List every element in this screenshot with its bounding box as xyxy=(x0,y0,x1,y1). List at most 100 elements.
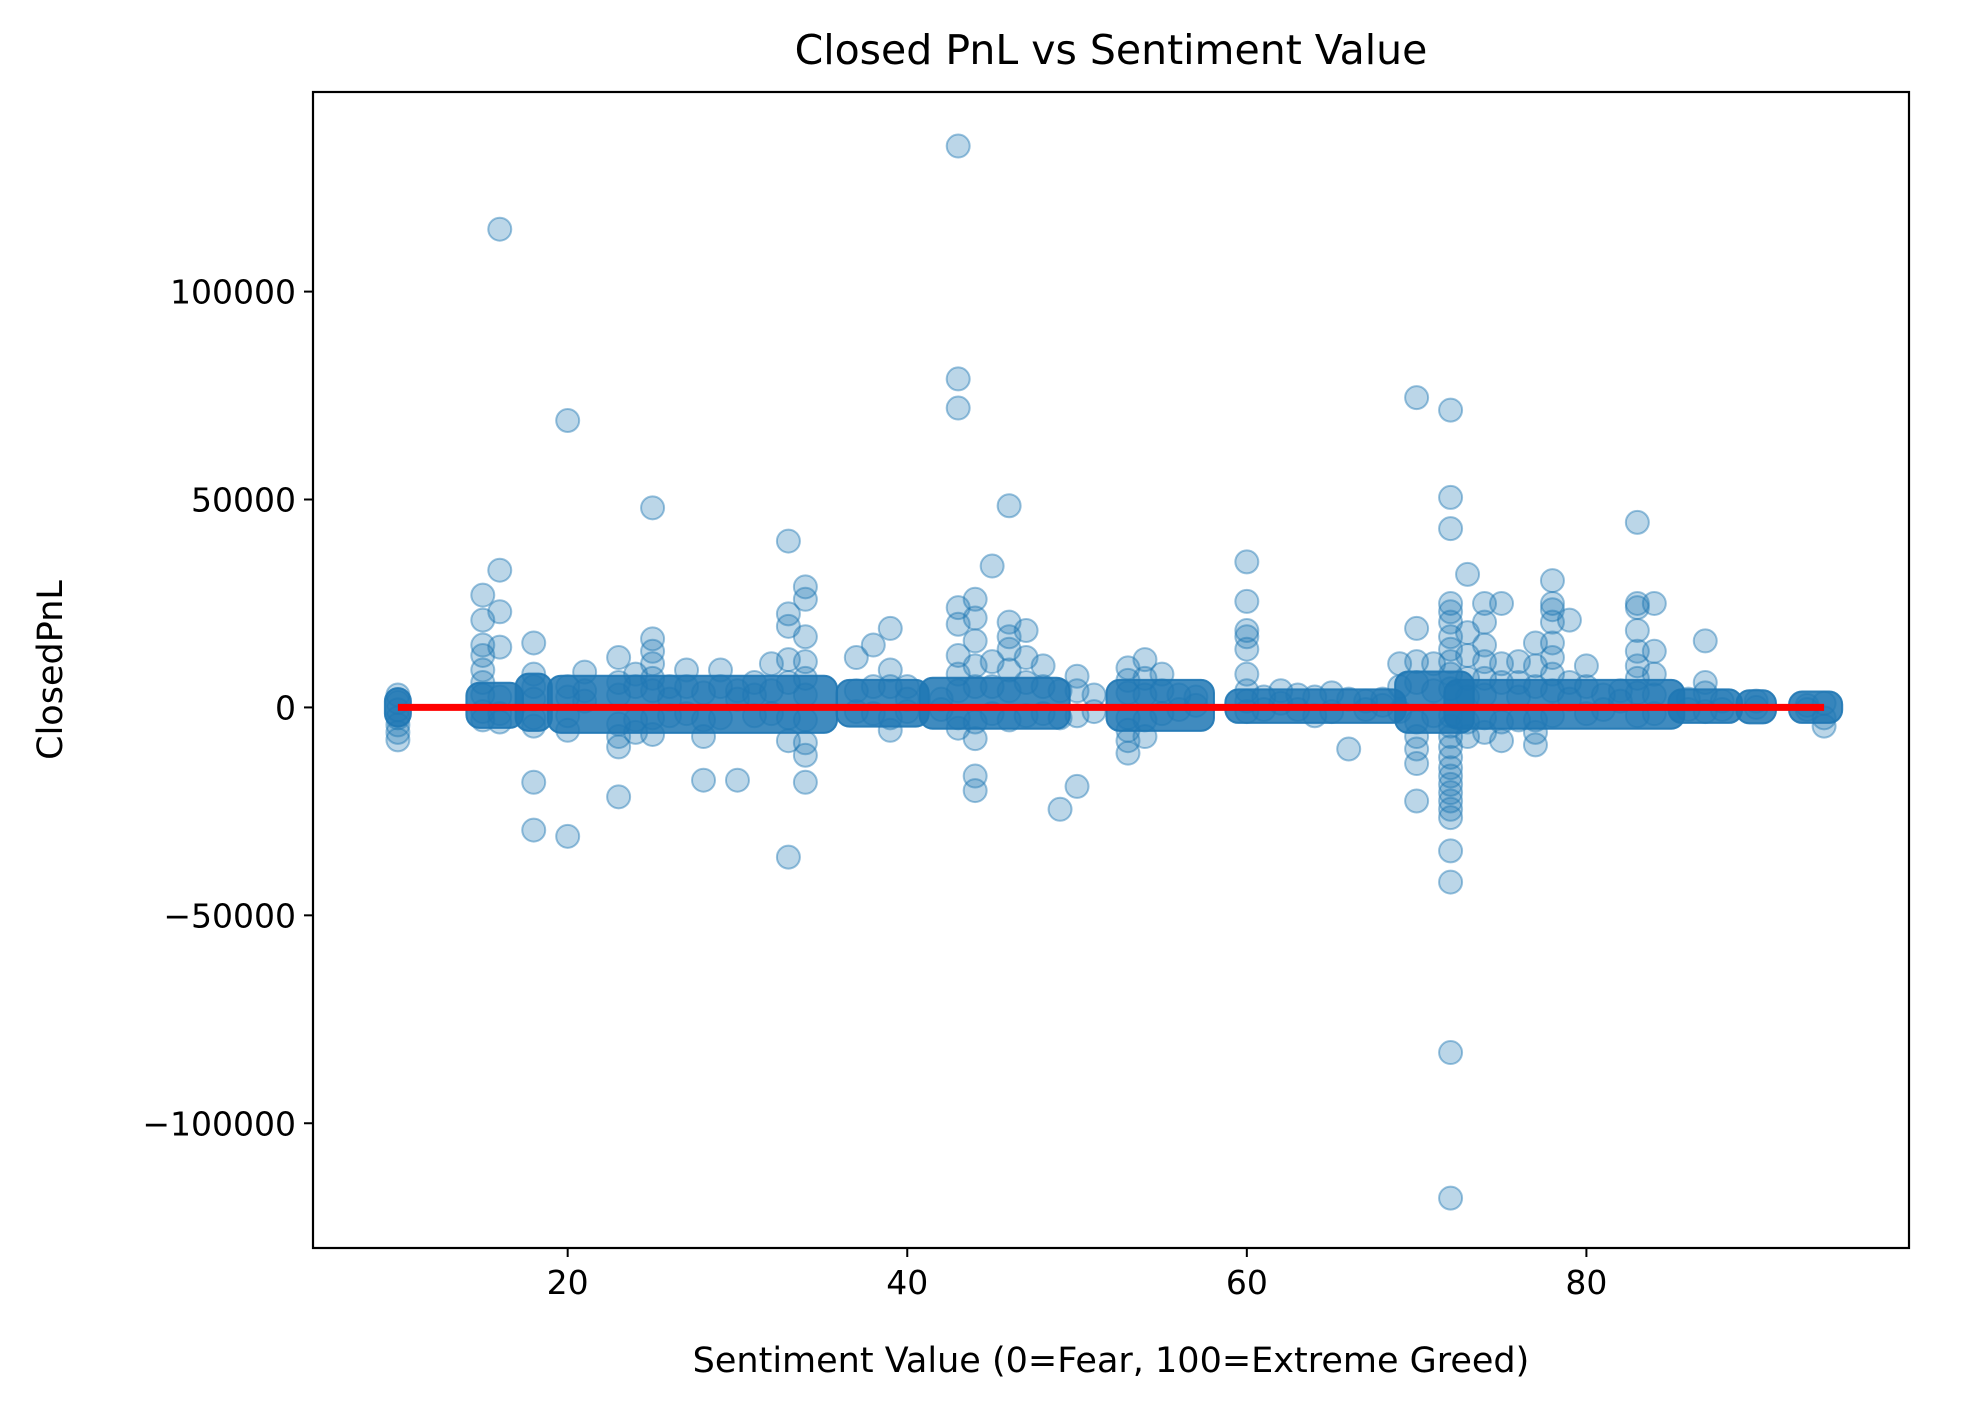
data-point xyxy=(775,528,801,554)
data-point xyxy=(1692,628,1718,654)
data-point xyxy=(945,366,971,392)
data-point xyxy=(1438,869,1464,895)
data-point xyxy=(1336,736,1362,762)
data-point xyxy=(1438,796,1464,822)
data-point xyxy=(1472,590,1498,616)
data-point xyxy=(792,624,818,650)
dense-point-band xyxy=(918,676,1071,730)
data-point xyxy=(996,636,1022,662)
data-point xyxy=(1438,624,1464,650)
dense-point-band xyxy=(514,672,553,732)
y-tick-label: −100000 xyxy=(142,1104,296,1143)
data-point xyxy=(606,645,632,671)
dense-point-band xyxy=(835,678,930,728)
data-point xyxy=(1234,636,1260,662)
data-point xyxy=(1624,595,1650,621)
x-tick-label: 60 xyxy=(1226,1263,1268,1302)
data-point xyxy=(1573,653,1599,679)
data-point xyxy=(1132,647,1158,673)
x-axis-ticks: 20 40 60 80 xyxy=(547,1248,1607,1302)
data-point xyxy=(470,642,496,668)
data-point xyxy=(1234,588,1260,614)
data-point xyxy=(1438,788,1464,814)
data-point xyxy=(979,553,1005,579)
data-point xyxy=(470,582,496,608)
data-point xyxy=(1438,805,1464,831)
data-point xyxy=(487,599,513,625)
data-point xyxy=(606,784,632,810)
y-axis-ticks: 100000 50000 0 −50000 −100000 xyxy=(142,273,313,1143)
data-point xyxy=(1624,590,1650,616)
data-point xyxy=(945,611,971,637)
data-point xyxy=(962,586,988,612)
data-point xyxy=(996,493,1022,519)
data-point xyxy=(1438,838,1464,864)
data-point xyxy=(877,615,903,641)
data-point xyxy=(1472,649,1498,675)
data-point xyxy=(1539,590,1565,616)
data-point xyxy=(1556,607,1582,633)
data-point xyxy=(1438,609,1464,635)
data-point xyxy=(792,574,818,600)
data-point xyxy=(521,630,547,656)
data-point xyxy=(945,595,971,621)
data-point xyxy=(843,645,869,671)
data-point xyxy=(1064,773,1090,799)
data-point xyxy=(606,734,632,760)
y-axis-label: ClosedPnL xyxy=(31,580,71,760)
data-point xyxy=(487,634,513,660)
data-point xyxy=(1539,597,1565,623)
data-point xyxy=(1472,632,1498,658)
data-point xyxy=(1641,638,1667,664)
data-point xyxy=(1438,771,1464,797)
data-point xyxy=(1438,1185,1464,1211)
data-point xyxy=(555,823,581,849)
data-point xyxy=(385,727,411,753)
y-tick-label: 50000 xyxy=(191,481,296,520)
data-point xyxy=(1472,609,1498,635)
data-point xyxy=(792,649,818,675)
data-point xyxy=(1047,796,1073,822)
data-point xyxy=(1624,509,1650,535)
data-point xyxy=(792,586,818,612)
data-point xyxy=(962,763,988,789)
data-point xyxy=(1522,653,1548,679)
data-point xyxy=(1438,780,1464,806)
data-point xyxy=(945,642,971,668)
data-point xyxy=(1522,630,1548,656)
data-point xyxy=(1438,1040,1464,1066)
data-point xyxy=(792,742,818,768)
data-point xyxy=(1115,740,1141,766)
data-point xyxy=(1438,397,1464,423)
data-point xyxy=(691,767,717,793)
data-point xyxy=(640,638,666,664)
data-point xyxy=(1539,609,1565,635)
data-point xyxy=(1505,649,1531,675)
y-tick-label: 100000 xyxy=(170,273,296,312)
data-point xyxy=(1064,663,1090,689)
data-point xyxy=(1539,645,1565,671)
x-tick-label: 80 xyxy=(1565,1263,1607,1302)
data-point xyxy=(1438,590,1464,616)
data-point xyxy=(1404,736,1430,762)
data-point xyxy=(1522,732,1548,758)
data-point xyxy=(1539,568,1565,594)
data-point xyxy=(1234,549,1260,575)
data-point xyxy=(1489,728,1515,754)
data-point xyxy=(1404,385,1430,411)
data-point xyxy=(1438,484,1464,510)
data-point xyxy=(1624,638,1650,664)
data-point xyxy=(1081,699,1107,725)
data-point xyxy=(1234,617,1260,643)
data-point xyxy=(724,767,750,793)
data-point xyxy=(1455,561,1481,587)
data-point xyxy=(945,133,971,159)
data-point xyxy=(962,726,988,752)
data-point xyxy=(1404,751,1430,777)
data-point xyxy=(1438,599,1464,625)
data-point xyxy=(1539,630,1565,656)
data-point xyxy=(1455,642,1481,668)
data-point xyxy=(996,609,1022,635)
data-point xyxy=(962,778,988,804)
